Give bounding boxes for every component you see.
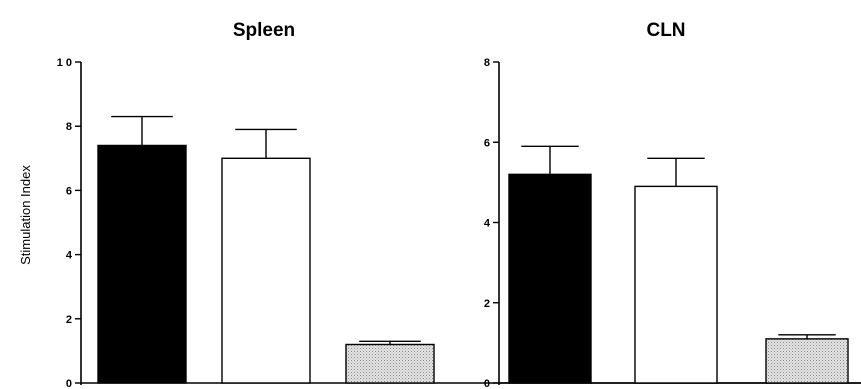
y-tick-label: 6 [484,137,490,149]
bar [345,343,435,384]
spleen-panel: 0 2 4 6 8 1 0 [57,57,861,389]
chart-title-cln: CLN [646,20,685,41]
y-tick-label: 8 [66,121,72,133]
bar [634,185,718,384]
bar [221,157,311,384]
y-axis-label: Stimulation Index [18,165,33,265]
cln-panel: 0 2 4 6 8 [484,57,861,389]
y-tick-label: 0 [66,378,72,389]
y-tick-label: 0 [484,378,490,389]
y-tick-label: 1 0 [57,57,72,69]
y-tick-label: 8 [484,57,490,69]
chart-title-spleen: Spleen [233,20,295,41]
y-tick-label: 4 [484,218,491,230]
y-tick-label: 2 [484,298,490,310]
bar [97,144,187,384]
y-tick-label: 4 [66,250,73,262]
y-tick-label: 2 [66,314,72,326]
bar [765,338,849,384]
bar [508,173,592,384]
y-tick-label: 6 [66,185,72,197]
